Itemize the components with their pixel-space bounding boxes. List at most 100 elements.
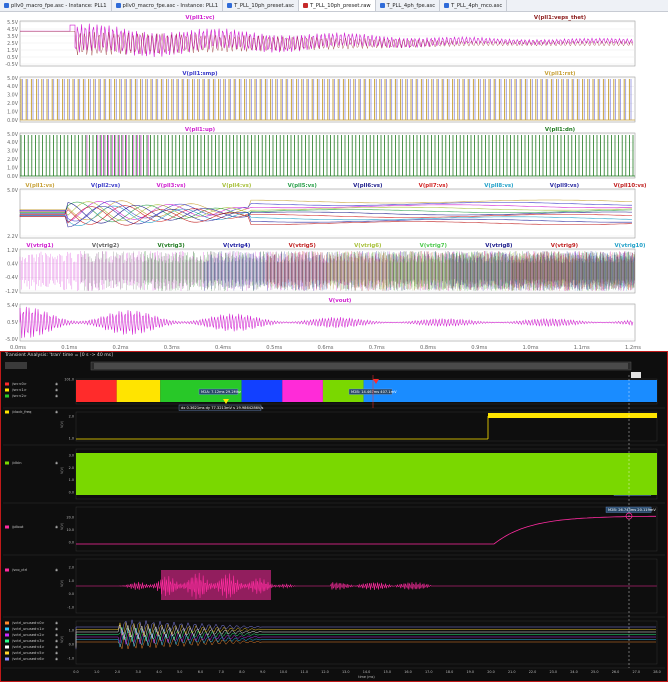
- signal-name[interactable]: /vctrl_unused<6>: [12, 657, 45, 661]
- signal-name[interactable]: /pllout: [12, 525, 24, 529]
- cursor-readout[interactable]: [178, 404, 262, 411]
- trace-label[interactable]: V(vtrig5): [289, 243, 316, 249]
- x-tick-label: 17.0: [425, 670, 433, 674]
- trace-label[interactable]: V(pll7:vs): [419, 183, 448, 189]
- tab-2[interactable]: T_PLL_10ph_preset.asc: [223, 0, 299, 11]
- trace-label[interactable]: V(pll5:vs): [288, 183, 317, 189]
- visibility-eye-icon[interactable]: ◉: [55, 657, 58, 661]
- waveform-viewer[interactable]: V(pll1:vc) V(pll1:veps_thet)5.5V4.5V3.5V2…: [0, 11, 668, 351]
- cursor-readout[interactable]: [605, 506, 652, 513]
- y-tick-label: 5.5V: [7, 20, 19, 26]
- cursor-readout[interactable]: [198, 388, 239, 395]
- trace-label[interactable]: V(pll4:vs): [222, 183, 251, 189]
- y-tick-label: 5.0V: [7, 132, 19, 138]
- trace-label[interactable]: V(vtrig6): [354, 243, 381, 249]
- visibility-eye-icon[interactable]: ◉: [55, 627, 58, 631]
- bus-value-segment[interactable]: [76, 380, 117, 402]
- bus-value-segment[interactable]: [282, 380, 323, 402]
- trace-label[interactable]: V(vtrig2): [92, 243, 119, 249]
- trace-label[interactable]: V(pll2:vs): [91, 183, 120, 189]
- trace-label[interactable]: V(pll8:vs): [484, 183, 513, 189]
- visibility-eye-icon[interactable]: ◉: [55, 645, 58, 649]
- trace-label[interactable]: V(vtrig1): [26, 243, 53, 249]
- signal-name[interactable]: /vctrl_unused<3>: [12, 639, 45, 643]
- waveform-icon: [302, 3, 308, 8]
- lane-plot-area[interactable]: [75, 620, 658, 665]
- trace-label[interactable]: V(vtrig8): [485, 243, 512, 249]
- trace-label[interactable]: V(vout): [329, 298, 352, 304]
- trace-label[interactable]: V(pll1:smp): [182, 71, 217, 77]
- signal-name[interactable]: /vctrl_unused<2>: [12, 633, 45, 637]
- digital-waveform-canvas[interactable]: /src<0> ◉ /src<1> ◉ /src<2> ◉ /clock_freq ◉ /clk…: [1, 352, 667, 681]
- tab-3[interactable]: T_PLL_10ph_preset.raw: [298, 0, 376, 11]
- trace-label[interactable]: V(vtrig4): [223, 243, 250, 249]
- visibility-eye-icon[interactable]: ◉: [55, 394, 58, 398]
- trace-label[interactable]: V(pll1:vs): [25, 183, 54, 189]
- trace-label[interactable]: V(vtrig3): [157, 243, 184, 249]
- waveform-pane-2[interactable]: V(pll1:up) V(pll1:dn) 5.0V 4.0V 3.0V 2.0V 1.0V…: [7, 127, 636, 180]
- trace-label[interactable]: V(pll1:up): [185, 127, 215, 133]
- visibility-eye-icon[interactable]: ◉: [55, 651, 58, 655]
- visibility-eye-icon[interactable]: ◉: [55, 388, 58, 392]
- bus-value-segment[interactable]: [241, 380, 283, 402]
- tab-1[interactable]: pllv0_macro_fpe.asc - Instance: PLL1: [112, 0, 224, 11]
- waveform-pane-4[interactable]: V(vtrig1) V(vtrig2) V(vtrig3) V(vtrig4) V(vt…: [5, 243, 645, 295]
- trace-label[interactable]: V(pll3:vs): [156, 183, 185, 189]
- trace-label[interactable]: V(vtrig7): [420, 243, 447, 249]
- cursor-marker-icon[interactable]: [373, 379, 379, 384]
- signal-color-swatch: [5, 645, 9, 649]
- zoom-select[interactable]: [5, 362, 27, 369]
- signal-name[interactable]: /src<1>: [12, 388, 27, 392]
- signal-trace: [76, 515, 656, 545]
- tab-5[interactable]: T_PLL_4ph_mco.asc: [440, 0, 508, 11]
- trace-label[interactable]: V(vtrig9): [551, 243, 578, 249]
- bus-value-segment[interactable]: [363, 380, 657, 402]
- trace-label[interactable]: V(pll10:vs): [613, 183, 646, 189]
- trace-label[interactable]: V(pll1:dn): [545, 127, 575, 133]
- tab-0[interactable]: pllv0_macro_fpe.asc - Instance: PLL1: [0, 0, 112, 11]
- visibility-eye-icon[interactable]: ◉: [55, 525, 58, 529]
- signal-name[interactable]: /vco_ctrl: [12, 568, 27, 572]
- signal-color-swatch: [5, 382, 9, 386]
- x-tick-label: 19.0: [466, 670, 474, 674]
- visibility-eye-icon[interactable]: ◉: [55, 568, 58, 572]
- fit-button[interactable]: [631, 372, 641, 378]
- waveform-pane-0[interactable]: V(pll1:vc) V(pll1:veps_thet) 5.5V4.5V3.5V2…: [5, 15, 636, 68]
- y-tick-label: -1.0: [67, 606, 74, 610]
- signal-name[interactable]: /vctrl_unused<1>: [12, 627, 45, 631]
- trace-label[interactable]: V(pll9:vs): [550, 183, 579, 189]
- bus-value-segment[interactable]: [322, 380, 364, 402]
- scroll-thumb[interactable]: [94, 363, 628, 369]
- trace-label[interactable]: V(pll6:vs): [353, 183, 382, 189]
- signal-name[interactable]: /vctrl_unused<0>: [12, 621, 45, 625]
- cursor-marker-icon[interactable]: [223, 399, 229, 404]
- x-tick-label: 6.0: [198, 670, 203, 674]
- visibility-eye-icon[interactable]: ◉: [55, 621, 58, 625]
- visibility-eye-icon[interactable]: ◉: [55, 633, 58, 637]
- visibility-eye-icon[interactable]: ◉: [55, 461, 58, 465]
- signal-name[interactable]: /vctrl_unused<5>: [12, 651, 45, 655]
- signal-name[interactable]: /vctrl_unused<4>: [12, 645, 45, 649]
- signal-name[interactable]: /clock_freq: [12, 410, 31, 414]
- visibility-eye-icon[interactable]: ◉: [55, 639, 58, 643]
- lane-plot-area[interactable]: [75, 506, 658, 552]
- trace-label[interactable]: V(pll1:rst): [544, 71, 575, 77]
- signal-name[interactable]: /src<0>: [12, 382, 27, 386]
- trace-label[interactable]: V(pll1:vc): [185, 15, 214, 21]
- bus-value-segment[interactable]: [116, 380, 161, 402]
- waveform-pane-3[interactable]: V(pll1:vs) V(pll2:vs) V(pll3:vs) V(pll4:vs)…: [7, 183, 646, 240]
- transient-analysis-panel[interactable]: Transient Analysis: 'tran' time = [0 s -…: [0, 351, 668, 682]
- trace-label[interactable]: V(pll1:veps_thet): [534, 15, 586, 21]
- tab-4[interactable]: T_PLL_4ph_fpe.asc: [376, 0, 441, 11]
- y-tick-label: 1.0: [69, 629, 74, 633]
- cursor-readout[interactable]: [348, 388, 393, 395]
- visibility-eye-icon[interactable]: ◉: [55, 382, 58, 386]
- waveform-pane-1[interactable]: V(pll1:smp) V(pll1:rst) 5.0V 4.0V 3.0V 2.0V 1.…: [7, 71, 636, 124]
- visibility-eye-icon[interactable]: ◉: [55, 410, 58, 414]
- signal-name[interactable]: /src<2>: [12, 394, 27, 398]
- x-tick-label: 0.4ms: [215, 345, 231, 351]
- lane-plot-area[interactable]: [75, 411, 658, 442]
- waveform-pane-5[interactable]: V(vout) 5.4V 0.5V -5.0V: [5, 298, 636, 343]
- signal-name[interactable]: /clkin: [12, 461, 22, 465]
- trace-label[interactable]: V(vtrig10): [614, 243, 645, 249]
